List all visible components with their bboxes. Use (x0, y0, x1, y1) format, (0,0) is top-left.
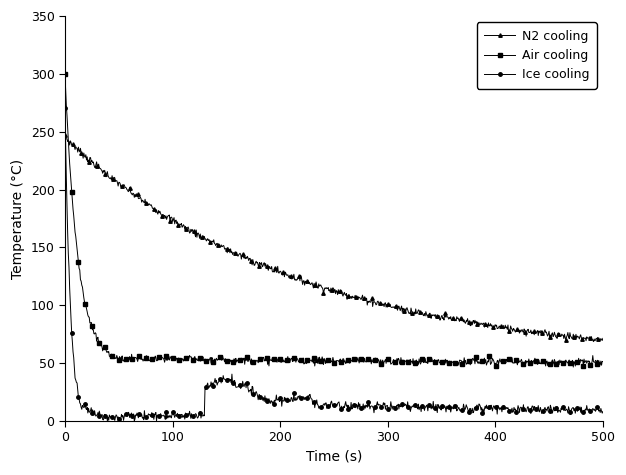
Ice cooling (61, 105, 69, 111)
N2 cooling (470, 318, 477, 324)
Line: N2 cooling: N2 cooling (63, 133, 605, 343)
Line: Ice cooling: Ice cooling (63, 106, 605, 423)
N2 cooling (590, 339, 597, 344)
N2 cooling (525, 326, 532, 332)
Ice cooling (131, 418, 138, 424)
N2 cooling (94, 165, 101, 171)
N2 cooling (387, 304, 395, 310)
Ice cooling (404, 404, 412, 410)
Line: Air cooling: Air cooling (63, 72, 605, 369)
Ice cooling (374, 402, 382, 408)
N2 cooling (599, 335, 607, 341)
Y-axis label: Temperature (°C): Temperature (°C) (11, 159, 25, 278)
Air cooling (404, 359, 411, 365)
Air cooling (570, 364, 577, 370)
Air cooling (374, 360, 381, 365)
N2 cooling (61, 132, 69, 137)
Ice cooling (388, 406, 396, 412)
Ice cooling (599, 408, 607, 414)
Air cooling (599, 359, 607, 364)
Ice cooling (470, 409, 478, 415)
N2 cooling (404, 307, 411, 313)
Ice cooling (94, 410, 101, 416)
Air cooling (61, 71, 69, 76)
X-axis label: Time (s): Time (s) (305, 450, 362, 464)
Air cooling (470, 355, 477, 361)
Legend: N2 cooling, Air cooling, Ice cooling: N2 cooling, Air cooling, Ice cooling (476, 22, 597, 89)
Air cooling (387, 361, 395, 366)
Air cooling (525, 360, 532, 365)
Air cooling (94, 334, 101, 340)
Ice cooling (525, 408, 533, 414)
N2 cooling (374, 299, 381, 304)
